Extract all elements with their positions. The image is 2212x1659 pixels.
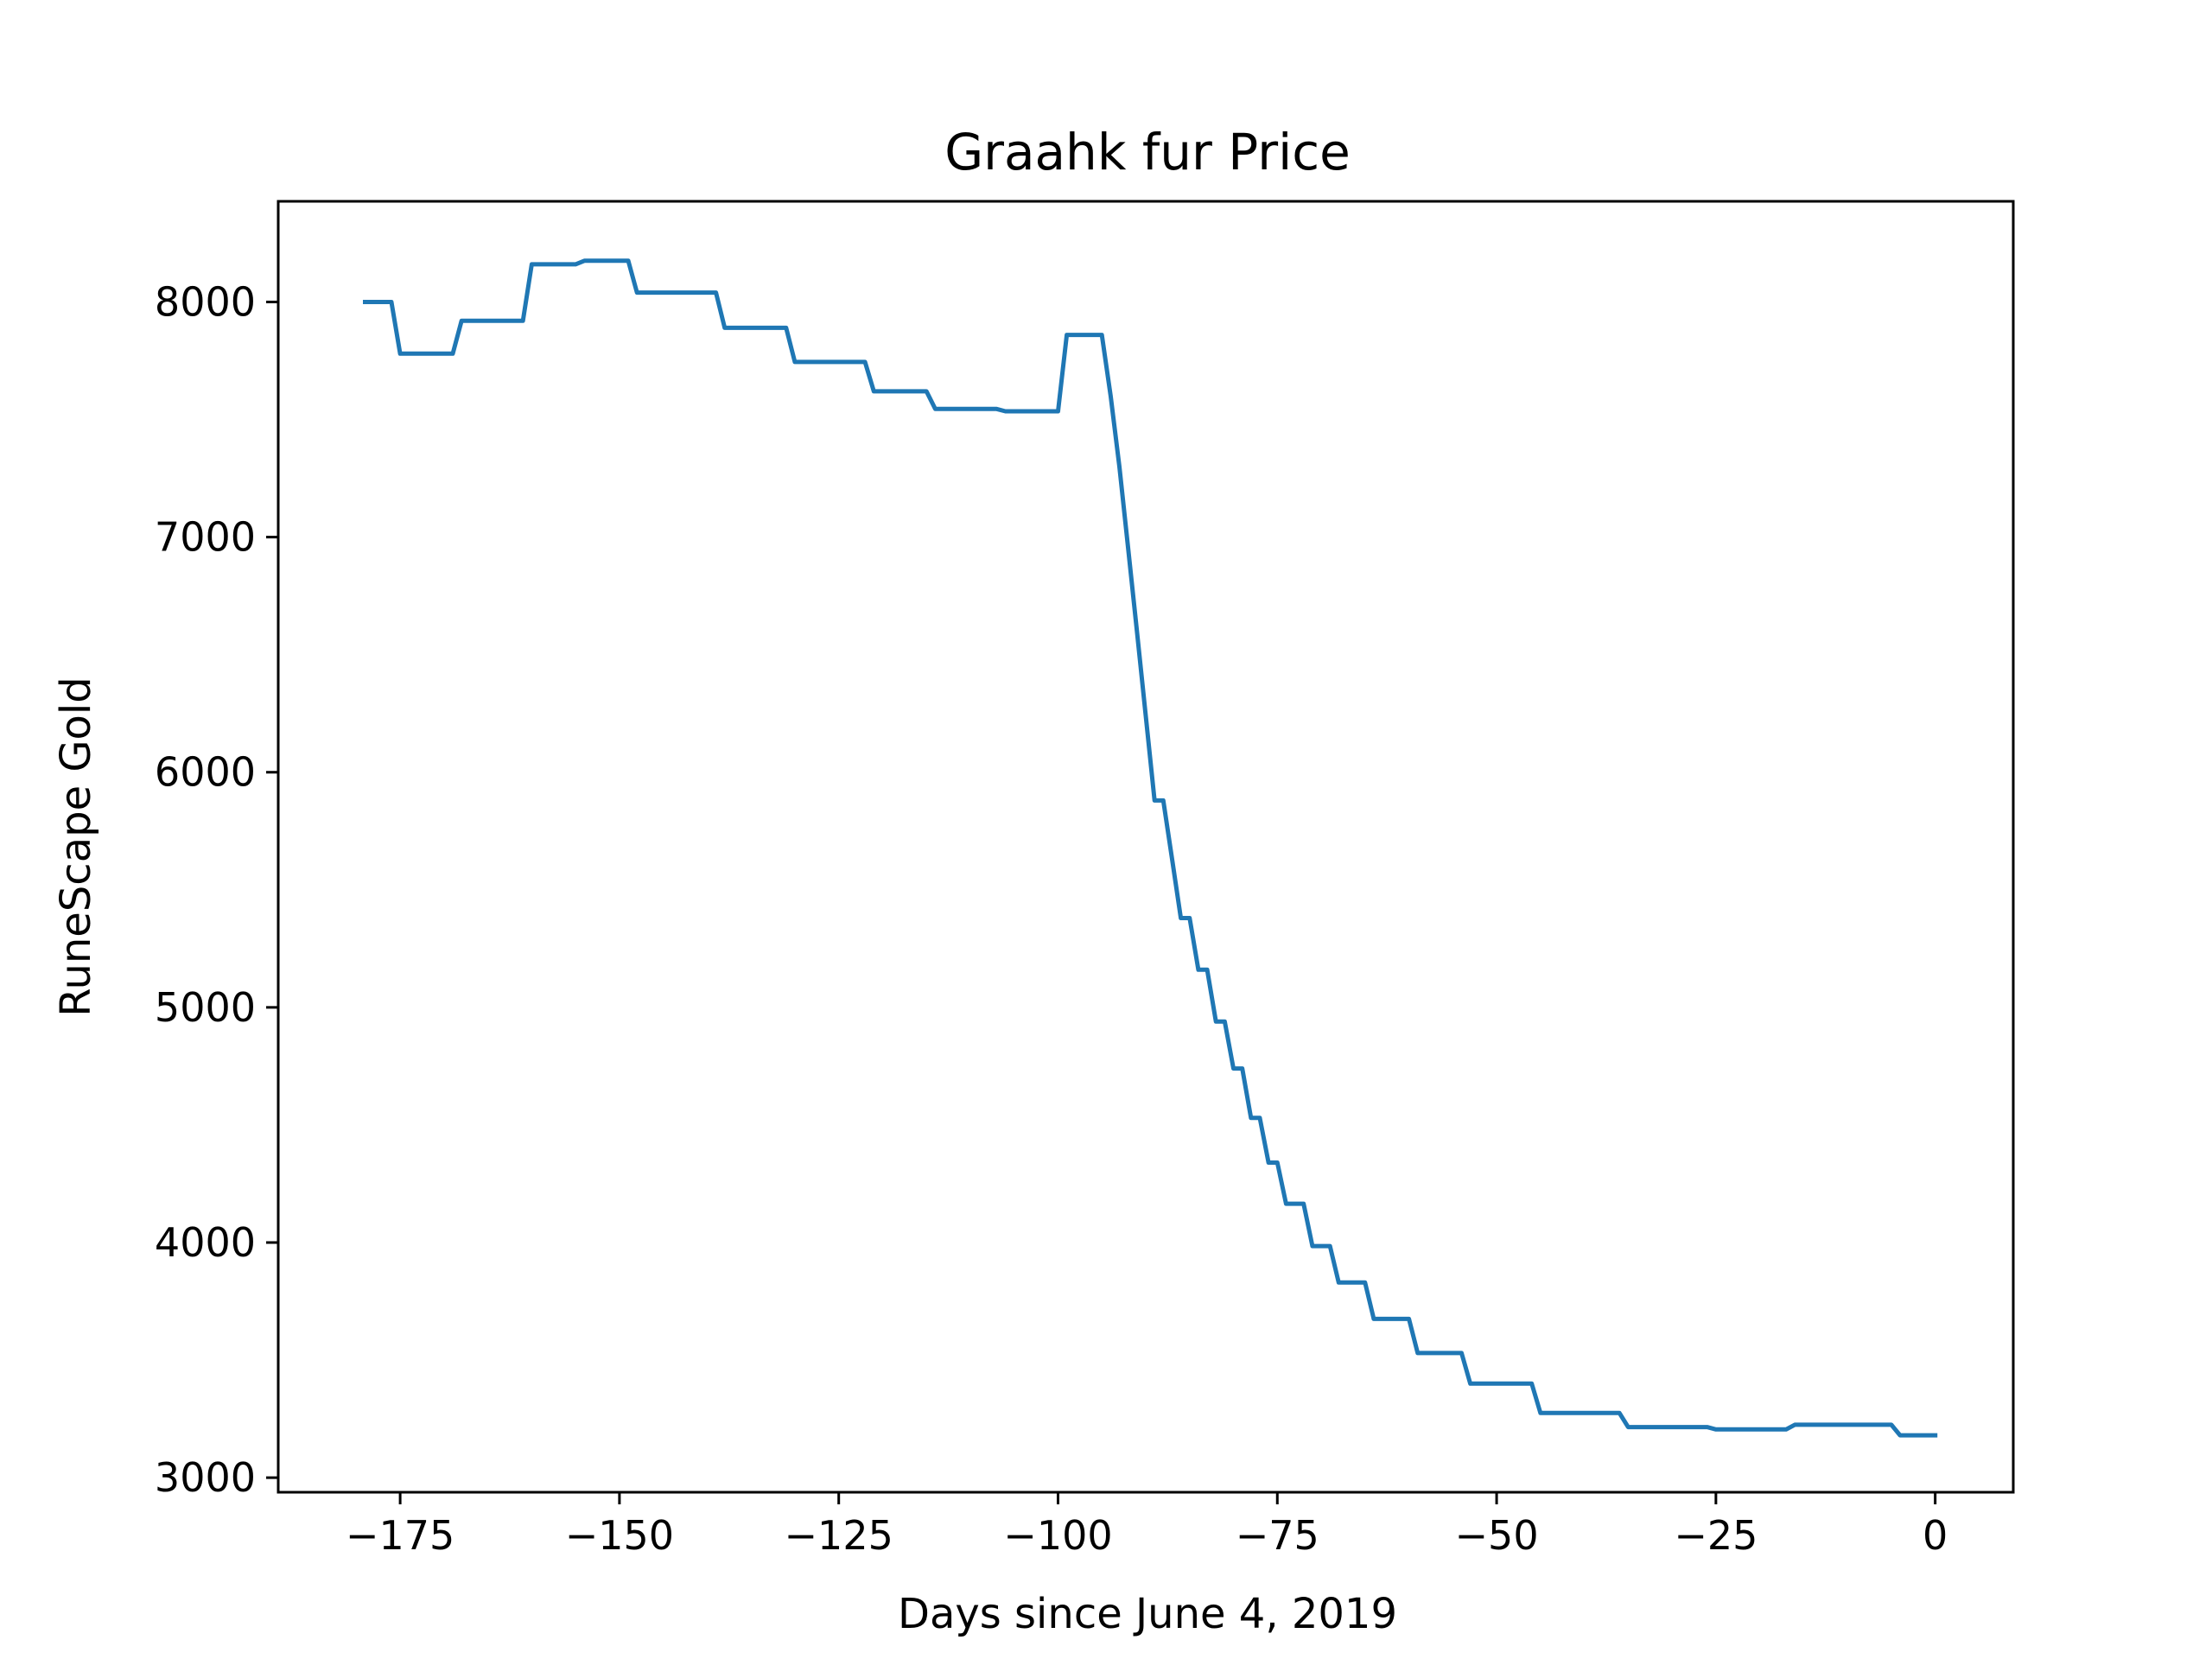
y-tick-label: 8000 — [155, 278, 256, 325]
x-tick-label: −75 — [1236, 1512, 1319, 1559]
x-tick-label: −150 — [565, 1512, 674, 1559]
y-tick-label: 3000 — [155, 1454, 256, 1501]
price-series-line — [363, 258, 1938, 1438]
x-tick-label: −50 — [1455, 1512, 1539, 1559]
chart-title: Graahk fur Price — [944, 123, 1351, 181]
axis-ticks — [266, 300, 1937, 1504]
x-tick-label: −175 — [346, 1512, 454, 1559]
plot-lines — [363, 258, 1938, 1438]
y-tick-label: 5000 — [155, 984, 256, 1031]
x-tick-label: 0 — [1923, 1512, 1948, 1559]
x-tick-labels: −175 −150 −125 −100 −75 −50 −25 0 — [346, 1512, 1948, 1559]
y-tick-label: 4000 — [155, 1219, 256, 1266]
x-tick-label: −100 — [1003, 1512, 1112, 1559]
y-tick-labels: 3000 4000 5000 6000 7000 8000 — [155, 278, 256, 1501]
x-tick-label: −25 — [1674, 1512, 1758, 1559]
y-tick-label: 6000 — [155, 749, 256, 796]
plot-frame — [276, 200, 2015, 1494]
x-tick-label: −125 — [785, 1512, 893, 1559]
x-axis-label: Days since June 4, 2019 — [898, 1590, 1397, 1638]
y-tick-label: 7000 — [155, 514, 256, 561]
y-axis-label: RuneScape Gold — [52, 677, 100, 1016]
